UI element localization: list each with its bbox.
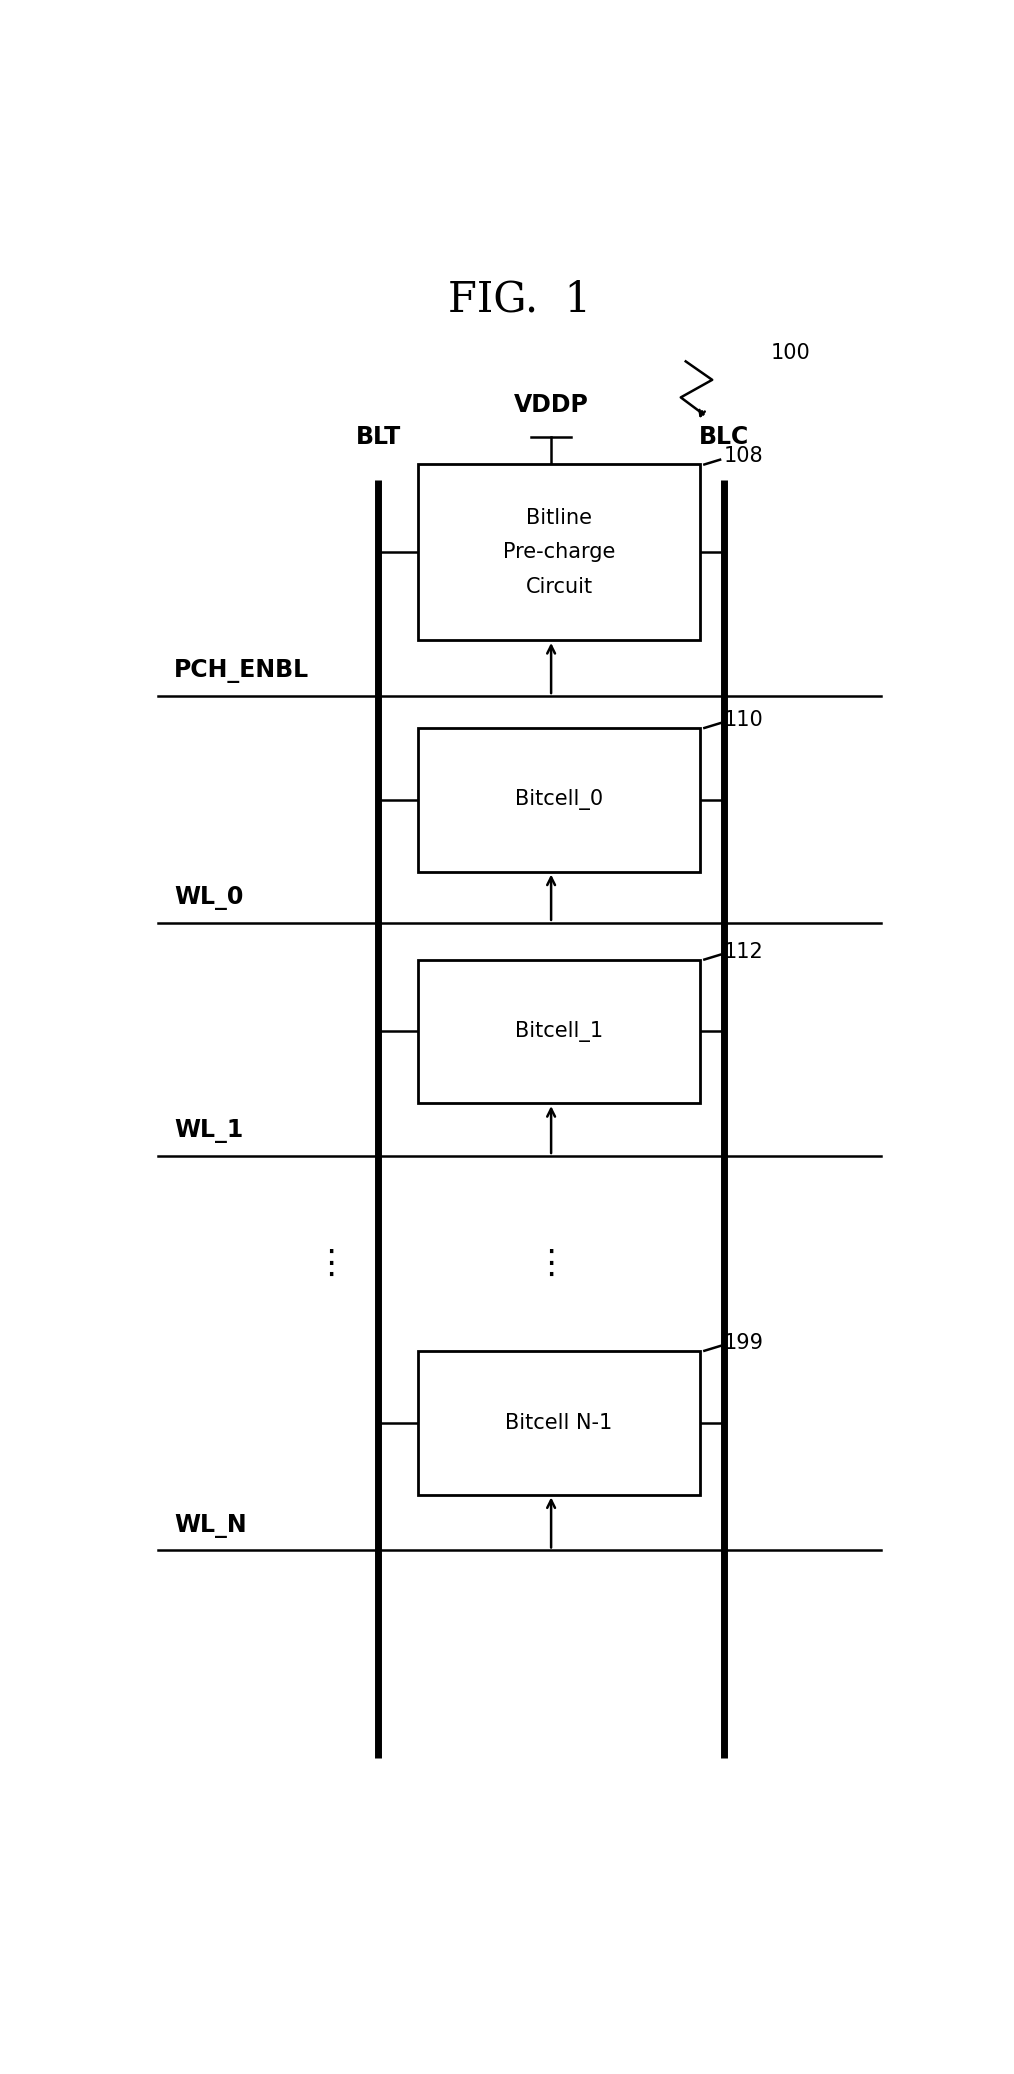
Text: Bitcell_0: Bitcell_0 (515, 790, 603, 811)
Text: PCH_ENBL: PCH_ENBL (174, 660, 309, 682)
Text: Bitline
Pre-charge
Circuit: Bitline Pre-charge Circuit (503, 508, 615, 597)
Text: 108: 108 (724, 446, 764, 467)
Text: FIG.  1: FIG. 1 (448, 280, 591, 321)
Text: VDDP: VDDP (514, 392, 588, 417)
Text: WL_N: WL_N (174, 1514, 246, 1537)
Bar (418, 728, 701, 871)
Text: Bitcell N-1: Bitcell N-1 (505, 1412, 612, 1433)
Text: 199: 199 (724, 1334, 764, 1352)
Text: ⋮: ⋮ (534, 1246, 568, 1280)
Text: BLT: BLT (356, 425, 401, 448)
Text: ⋮: ⋮ (314, 1246, 348, 1280)
Bar (418, 465, 701, 641)
Text: Bitcell_1: Bitcell_1 (515, 1020, 603, 1041)
Text: 112: 112 (724, 942, 764, 962)
Text: 110: 110 (724, 709, 764, 730)
Bar (418, 960, 701, 1103)
Text: 100: 100 (771, 342, 811, 363)
Text: BLC: BLC (699, 425, 749, 448)
Text: WL_1: WL_1 (174, 1120, 243, 1143)
Bar (418, 1350, 701, 1495)
Text: WL_0: WL_0 (174, 886, 243, 910)
